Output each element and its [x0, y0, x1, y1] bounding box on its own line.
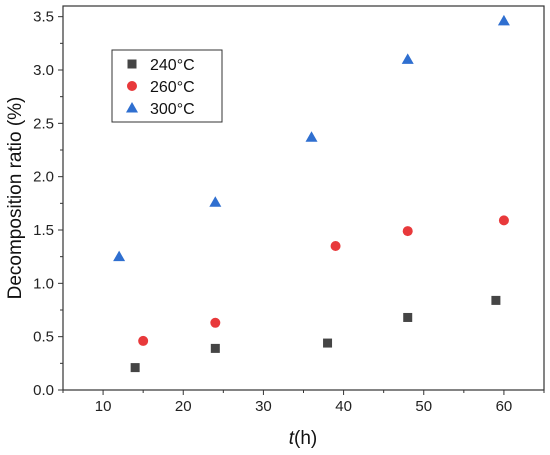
legend-label-1: 240°C — [150, 57, 195, 74]
y-axis-title: Decomposition ratio (%) — [5, 97, 26, 300]
data-point-series-1 — [210, 343, 220, 353]
x-axis-title-var: t — [289, 428, 295, 449]
legend-marker-3 — [126, 102, 138, 113]
data-point-series-2 — [330, 241, 341, 251]
y-tick-label: 0.0 — [33, 382, 54, 399]
x-axis-title: t(h) — [289, 428, 318, 449]
y-tick-label: 1.5 — [33, 222, 54, 239]
y-tick-label: 3.0 — [33, 62, 54, 79]
data-point-series-3 — [401, 53, 414, 64]
y-tick-label: 2.5 — [33, 115, 54, 132]
data-point-series-2 — [138, 335, 149, 346]
x-axis-title-unit: (h) — [294, 428, 317, 449]
y-tick-label: 3.5 — [33, 9, 54, 26]
data-point-series-3 — [305, 131, 318, 142]
x-tick-label: 30 — [255, 398, 272, 415]
x-tick-label: 50 — [415, 398, 432, 415]
data-point-series-1 — [491, 295, 501, 305]
data-marks — [113, 14, 510, 373]
data-point-series-1 — [323, 338, 333, 348]
data-point-series-2 — [498, 215, 509, 226]
data-point-series-1 — [403, 312, 413, 322]
x-tick-label: 60 — [496, 398, 513, 415]
legend-marker-1 — [127, 59, 137, 69]
legend-label-2: 260°C — [150, 79, 195, 96]
legend-label-3: 300°C — [150, 101, 195, 118]
data-point-series-1 — [130, 363, 140, 373]
legend: 240°C 260°C 300°C — [111, 49, 223, 123]
axes: 10 20 30 40 50 60 0.0 0.5 1.0 1.5 2.0 2.5 3.0 3.5 — [33, 9, 545, 415]
legend-marker-2 — [127, 81, 137, 91]
data-point-series-2 — [210, 317, 221, 328]
y-tick-label: 1.0 — [33, 275, 54, 292]
data-point-series-3 — [497, 14, 510, 26]
data-point-series-3 — [113, 250, 126, 262]
x-tick-label: 10 — [95, 398, 112, 415]
x-tick-label: 40 — [335, 398, 352, 415]
data-point-series-3 — [209, 196, 222, 207]
x-tick-label: 20 — [175, 398, 192, 415]
data-point-series-2 — [402, 226, 413, 237]
y-tick-label: 0.5 — [33, 329, 54, 346]
y-tick-label: 2.0 — [33, 169, 54, 186]
